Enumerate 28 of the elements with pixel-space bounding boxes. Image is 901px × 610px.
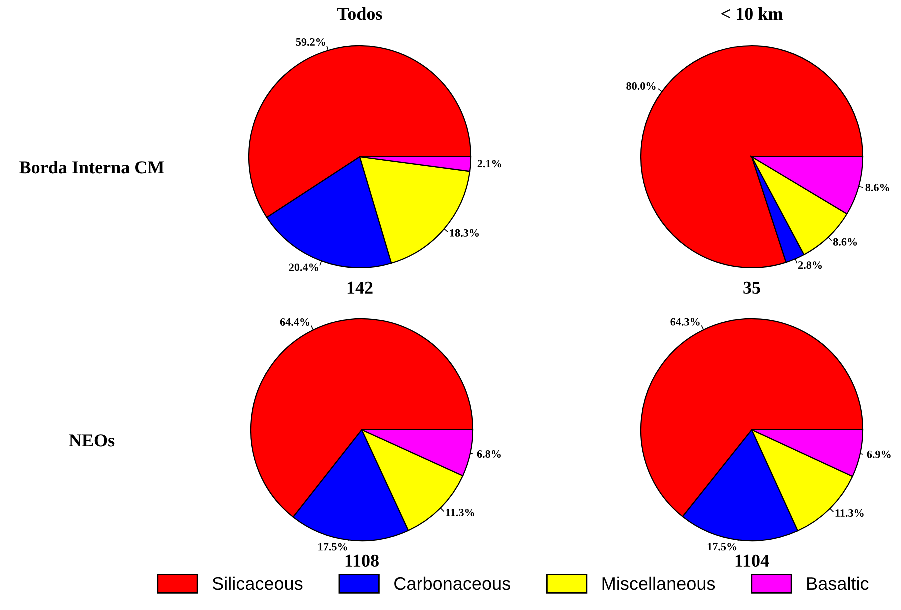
data-label: 2.1% [478,160,502,168]
text: 142 [348,282,373,294]
data-label: 64.4% [280,318,310,326]
text: 1108 [346,554,379,568]
data-label: 8.6% [833,238,858,246]
text: Borda Interna CM [20,161,164,174]
legend-label: Carbonaceous [394,576,510,590]
legend-label: Silicaceous [212,576,303,590]
data-label: 2.8% [798,262,822,270]
chart-title: Todos [338,7,382,20]
chart-title: < 10 km [722,7,783,20]
legend-label: Miscellaneous [602,576,716,590]
data-label: 20.4% [289,264,318,272]
legend-label: Basaltic [808,576,869,590]
text: 35 [744,282,760,294]
data-label: 11.3% [836,510,864,518]
data-label: 17.5% [318,543,348,551]
data-label: 6.9% [867,450,891,458]
data-label: 18.3% [450,229,479,237]
text: NEOs [69,434,115,447]
data-label: 80.0% [626,82,656,90]
data-label: 8.6% [866,184,890,192]
text: 1104 [736,554,770,568]
data-label: 6.8% [477,450,501,458]
data-label: 11.3% [446,509,474,517]
data-label: 59.2% [296,38,326,46]
data-label: 64.3% [670,318,700,326]
data-label: 17.5% [708,543,737,551]
